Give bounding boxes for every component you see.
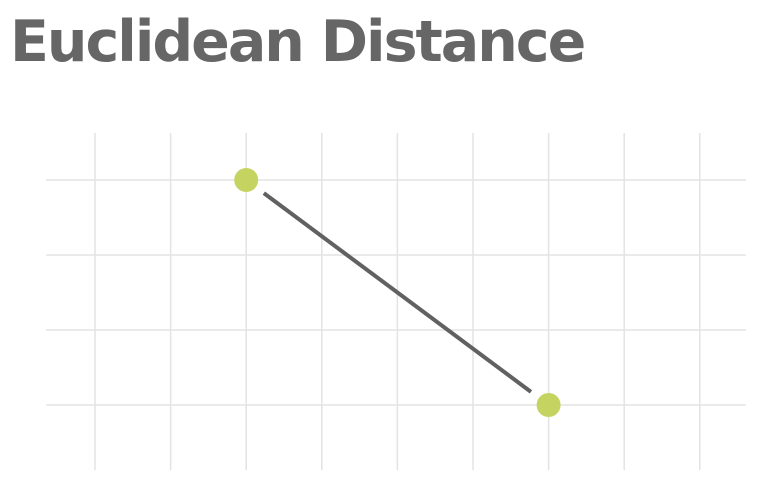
point-a <box>234 168 259 192</box>
point-b <box>536 393 561 417</box>
distance-segment <box>262 191 533 394</box>
grid <box>46 133 746 470</box>
page-title: Euclidean Distance <box>10 9 586 75</box>
points <box>234 168 561 417</box>
